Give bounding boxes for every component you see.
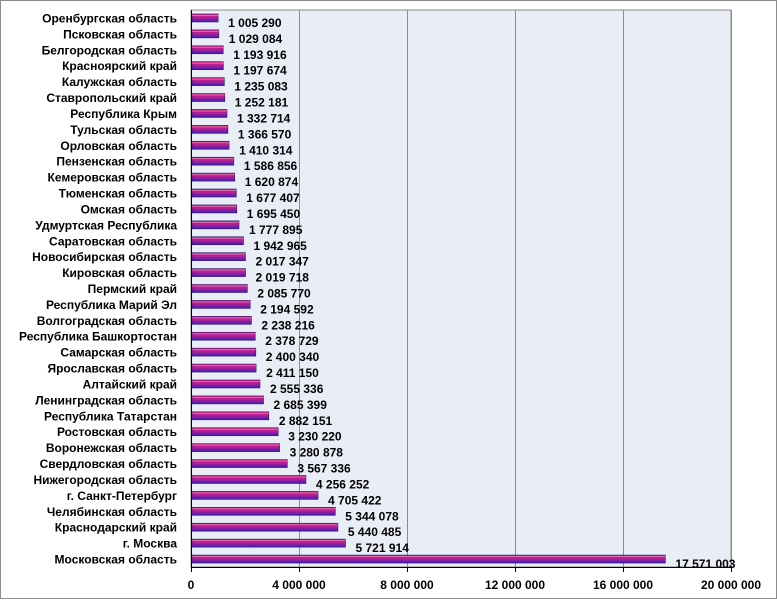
data-label: 1 332 714 — [237, 111, 291, 125]
category-label: Республика Татарстан — [44, 409, 177, 423]
data-label: 2 411 150 — [266, 366, 319, 380]
x-tick-label: 8 000 000 — [380, 578, 434, 592]
data-label: 1 695 450 — [247, 207, 301, 221]
category-label: Волгоградская область — [37, 314, 177, 328]
data-label: 1 586 856 — [244, 159, 298, 173]
category-label: Удмуртская Республика — [35, 218, 177, 232]
x-tick-label: 4 000 000 — [272, 578, 326, 592]
category-label: Калужская область — [62, 75, 177, 89]
data-label: 2 400 340 — [266, 350, 320, 364]
data-label: 2 085 770 — [257, 287, 311, 301]
data-label: 5 440 485 — [348, 525, 402, 539]
data-label: 1 410 314 — [239, 143, 293, 157]
data-label: 2 017 347 — [255, 255, 309, 269]
category-label: Воронежская область — [46, 441, 177, 455]
category-label: Тульская область — [70, 123, 177, 137]
category-label: Челябинская область — [47, 505, 177, 519]
category-label: Пензенская область — [56, 155, 177, 169]
value-labels: 1 005 290 1 029 084 1 193 916 1 197 674 1 23… — [228, 16, 736, 571]
category-label: Кемеровская область — [48, 171, 178, 185]
category-label: Республика Башкортостан — [19, 330, 177, 344]
category-label: г. Санкт-Петербург — [67, 489, 177, 503]
category-label: Ярославская область — [47, 362, 177, 376]
category-label: Республика Крым — [70, 107, 177, 121]
category-label: Алтайский край — [83, 377, 177, 391]
category-label: Свердловская область — [40, 457, 177, 471]
data-label: 17 571 003 — [675, 557, 735, 571]
data-label: 2 882 151 — [279, 414, 333, 428]
data-label: 1 366 570 — [238, 127, 292, 141]
data-label: 2 685 399 — [274, 398, 328, 412]
category-label: Белгородская область — [42, 43, 177, 57]
data-label: 2 238 216 — [261, 318, 315, 332]
category-label: Самарская область — [60, 346, 177, 360]
data-label: 5 721 914 — [355, 541, 409, 555]
category-label: Ростовская область — [57, 425, 177, 439]
category-label: Краснодарский край — [55, 521, 177, 535]
data-label: 2 555 336 — [270, 382, 324, 396]
data-label: 1 777 895 — [249, 223, 303, 237]
data-label: 2 019 718 — [256, 271, 310, 285]
data-label: 2 378 729 — [265, 334, 319, 348]
category-label: Омская область — [81, 202, 177, 216]
data-label: 1 620 874 — [245, 175, 299, 189]
category-label: Республика Марий Эл — [46, 298, 177, 312]
category-label: Оренбургская область — [42, 11, 177, 25]
data-label: 5 344 078 — [345, 509, 399, 523]
x-tick-label: 16 000 000 — [593, 578, 653, 592]
data-label: 1 029 084 — [229, 32, 283, 46]
category-label: Нижегородская область — [33, 473, 177, 487]
category-label: Тюменская область — [59, 187, 177, 201]
data-label: 3 280 878 — [290, 446, 344, 460]
category-label: Новосибирская область — [32, 250, 177, 264]
category-label: Ставропольский край — [46, 91, 177, 105]
data-label: 2 194 592 — [260, 302, 314, 316]
x-tick-label: 0 — [188, 578, 195, 592]
plot-area — [190, 9, 732, 568]
x-tick-label: 12 000 000 — [485, 578, 545, 592]
category-label: Орловская область — [60, 139, 177, 153]
x-tick-label: 20 000 000 — [701, 578, 761, 592]
x-tick-labels: 0 4 000 000 8 000 000 12 000 000 16 000 000 2… — [188, 578, 762, 592]
data-label: 1 197 674 — [233, 64, 287, 78]
category-label: Пермский край — [88, 282, 177, 296]
bars — [191, 13, 666, 564]
category-labels: Оренбургская область Псковская область Бел… — [19, 11, 177, 566]
data-label: 3 567 336 — [297, 462, 351, 476]
data-label: 4 256 252 — [316, 477, 370, 491]
category-label: Красноярский край — [62, 59, 177, 73]
category-label: Ленинградская область — [35, 393, 177, 407]
data-label: 4 705 422 — [328, 493, 382, 507]
data-label: 1 942 965 — [253, 239, 307, 253]
data-label: 1 677 407 — [246, 191, 300, 205]
data-label: 1 193 916 — [233, 48, 287, 62]
data-label: 1 005 290 — [228, 16, 282, 30]
data-label: 1 235 083 — [234, 80, 288, 94]
category-label: Кировская область — [62, 266, 177, 280]
category-label: Саратовская область — [49, 234, 177, 248]
category-label: Московская область — [55, 553, 177, 567]
category-label: г. Москва — [123, 537, 178, 551]
category-label: Псковская область — [63, 27, 177, 41]
data-label: 1 252 181 — [235, 96, 289, 110]
data-label: 3 230 220 — [288, 430, 342, 444]
